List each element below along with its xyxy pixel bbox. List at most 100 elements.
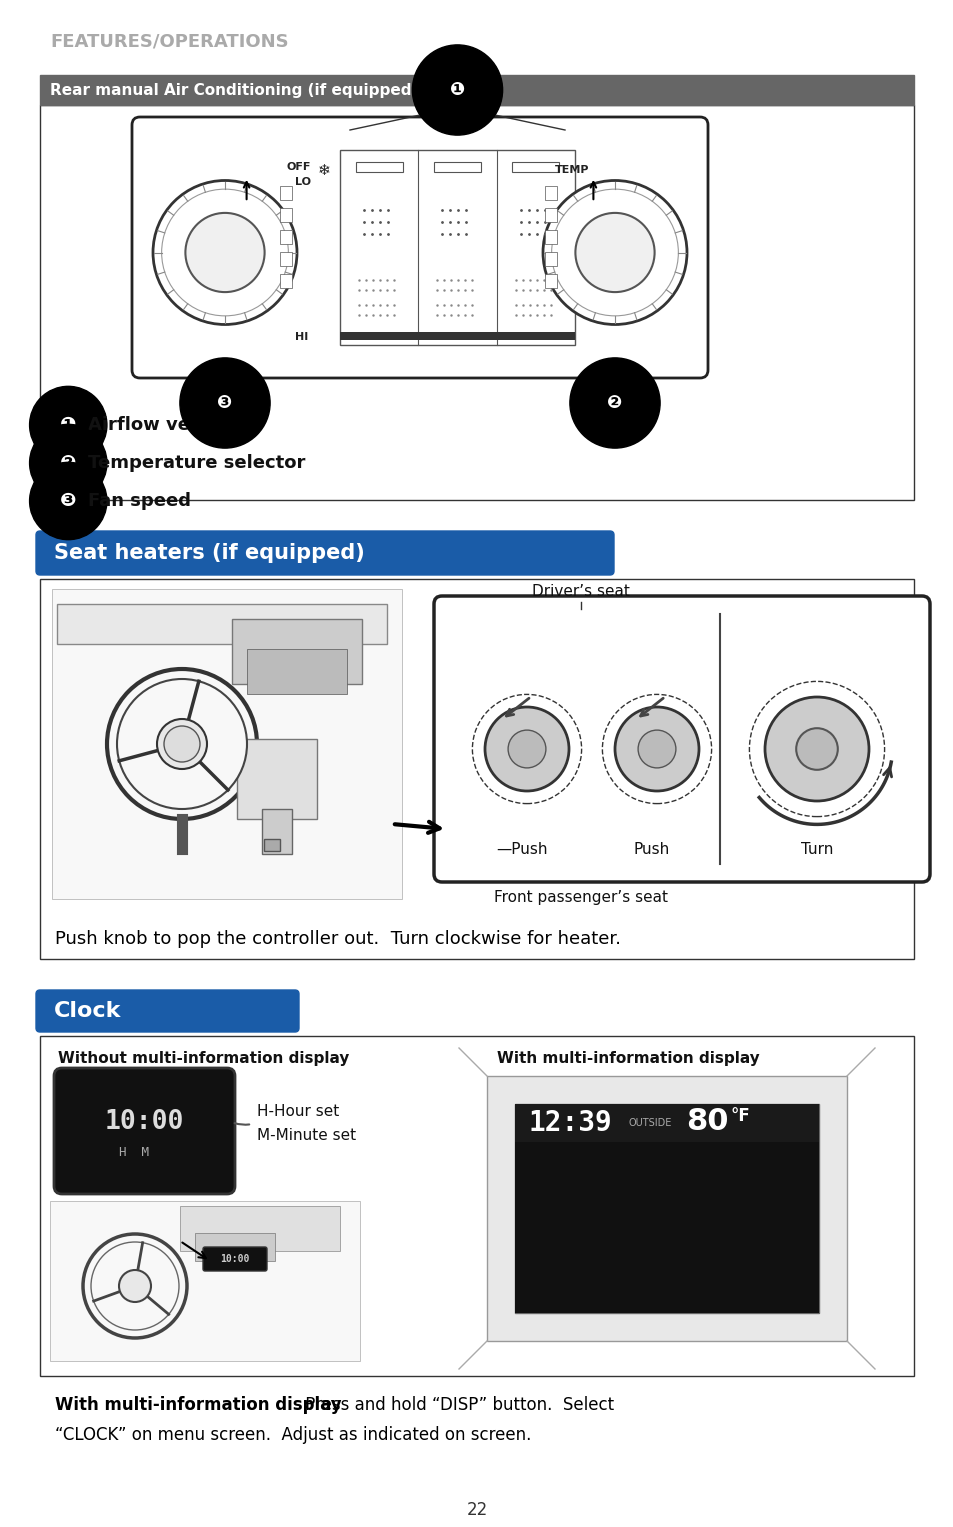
Text: LO: LO: [294, 177, 311, 186]
Bar: [50, 1202, 359, 1361]
Circle shape: [749, 681, 883, 817]
Circle shape: [542, 180, 686, 325]
Text: °F: °F: [729, 1107, 749, 1125]
Circle shape: [764, 696, 868, 802]
Bar: [515, 1104, 818, 1142]
Circle shape: [484, 707, 568, 791]
Text: 80: 80: [685, 1107, 727, 1136]
Text: ❸: ❸: [60, 492, 76, 510]
Bar: [515, 1142, 818, 1313]
Bar: [339, 150, 575, 345]
Text: Temperature selector: Temperature selector: [88, 454, 305, 472]
Bar: [280, 231, 292, 244]
Text: Push: Push: [633, 841, 669, 857]
Text: ❷: ❷: [607, 394, 622, 412]
Bar: [247, 649, 347, 693]
Bar: [434, 162, 480, 173]
Text: With multi-information display: With multi-information display: [55, 1396, 341, 1414]
Bar: [40, 105, 913, 499]
Bar: [280, 186, 292, 200]
Text: 22: 22: [466, 1501, 487, 1519]
Bar: [544, 186, 557, 200]
Bar: [544, 208, 557, 221]
Circle shape: [185, 212, 264, 292]
Circle shape: [157, 719, 207, 770]
Circle shape: [601, 695, 711, 803]
FancyBboxPatch shape: [36, 531, 614, 576]
FancyBboxPatch shape: [54, 1067, 234, 1194]
Bar: [355, 162, 402, 173]
Text: Front passenger’s seat: Front passenger’s seat: [494, 890, 667, 906]
Bar: [544, 273, 557, 289]
FancyBboxPatch shape: [36, 989, 298, 1032]
Text: OUTSIDE: OUTSIDE: [628, 1118, 671, 1128]
Text: ❶: ❶: [60, 415, 76, 435]
Text: ❶: ❶: [450, 81, 465, 99]
Bar: [264, 838, 280, 851]
Text: Driver’s seat: Driver’s seat: [532, 583, 630, 599]
Text: Push knob to pop the controller out.  Turn clockwise for heater.: Push knob to pop the controller out. Tur…: [55, 930, 620, 948]
Circle shape: [551, 189, 678, 316]
Text: ❄: ❄: [317, 163, 331, 179]
Bar: [280, 208, 292, 221]
Bar: [57, 605, 387, 644]
Text: M-Minute set: M-Minute set: [256, 1128, 355, 1144]
Bar: [544, 231, 557, 244]
Text: FEATURES/OPERATIONS: FEATURES/OPERATIONS: [50, 34, 289, 50]
Bar: [515, 1104, 818, 1313]
FancyBboxPatch shape: [434, 596, 929, 883]
Text: HI: HI: [294, 331, 308, 342]
Circle shape: [472, 695, 581, 803]
Text: Airflow vent: Airflow vent: [88, 415, 212, 434]
Text: OFF: OFF: [287, 162, 311, 173]
Circle shape: [615, 707, 699, 791]
Text: 12:39: 12:39: [528, 1109, 611, 1138]
Circle shape: [161, 189, 288, 316]
Circle shape: [117, 680, 247, 809]
Text: —Push: —Push: [496, 841, 547, 857]
Bar: [194, 1232, 274, 1261]
Text: With multi-information display: With multi-information display: [497, 1051, 759, 1066]
Bar: [40, 579, 913, 959]
Circle shape: [164, 725, 200, 762]
Text: Rear manual Air Conditioning (if equipped): Rear manual Air Conditioning (if equippe…: [50, 82, 418, 98]
Text: Press and hold “DISP” button.  Select: Press and hold “DISP” button. Select: [299, 1396, 614, 1414]
Text: “CLOCK” on menu screen.  Adjust as indicated on screen.: “CLOCK” on menu screen. Adjust as indica…: [55, 1426, 531, 1445]
Bar: [262, 809, 292, 854]
Text: Clock: Clock: [54, 1002, 121, 1022]
Text: H  M: H M: [119, 1147, 150, 1159]
Circle shape: [575, 212, 654, 292]
Bar: [544, 252, 557, 266]
Text: 10:00: 10:00: [220, 1254, 250, 1264]
Bar: [486, 1077, 846, 1341]
FancyBboxPatch shape: [40, 75, 913, 105]
Text: ❷: ❷: [60, 454, 76, 472]
Circle shape: [508, 730, 545, 768]
Text: Seat heaters (if equipped): Seat heaters (if equipped): [54, 544, 364, 563]
FancyBboxPatch shape: [203, 1248, 267, 1270]
Bar: [52, 589, 401, 899]
Circle shape: [107, 669, 256, 818]
Circle shape: [83, 1234, 187, 1338]
Circle shape: [119, 1270, 151, 1303]
Bar: [236, 739, 316, 818]
Circle shape: [152, 180, 296, 325]
Text: 10:00: 10:00: [105, 1109, 184, 1135]
Bar: [280, 252, 292, 266]
Bar: [512, 162, 558, 173]
Bar: [40, 1035, 913, 1376]
Bar: [180, 1206, 339, 1251]
Circle shape: [91, 1241, 179, 1330]
Text: Without multi-information display: Without multi-information display: [58, 1051, 349, 1066]
Bar: [339, 331, 575, 341]
Bar: [280, 273, 292, 289]
FancyBboxPatch shape: [132, 118, 707, 379]
Bar: [232, 618, 361, 684]
Text: Turn: Turn: [800, 841, 832, 857]
Circle shape: [796, 728, 837, 770]
Text: ❸: ❸: [217, 394, 233, 412]
Text: Fan speed: Fan speed: [88, 492, 191, 510]
Circle shape: [638, 730, 675, 768]
Text: TEMP: TEMP: [555, 165, 589, 176]
Text: H-Hour set: H-Hour set: [256, 1104, 339, 1118]
